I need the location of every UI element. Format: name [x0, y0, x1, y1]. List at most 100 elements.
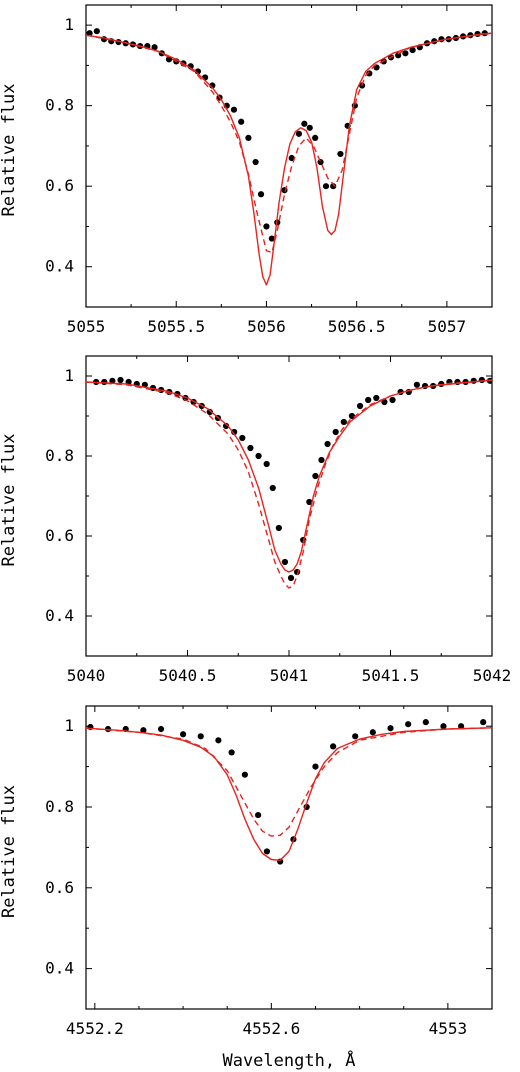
- x-tick-label: 5057: [428, 317, 467, 336]
- data-point: [287, 574, 295, 582]
- data-point: [263, 460, 270, 468]
- plot-frame: [85, 355, 493, 657]
- data-point: [395, 52, 402, 59]
- data-point: [369, 729, 376, 736]
- model-dashed-line: [86, 379, 492, 589]
- x-tick-label: 5055.5: [147, 317, 205, 336]
- data-point: [247, 444, 254, 452]
- data-point: [337, 150, 344, 158]
- data-point: [179, 731, 187, 738]
- data-point: [366, 70, 373, 77]
- x-tick-label: 5040: [67, 666, 106, 685]
- y-tick-label: 1: [64, 366, 74, 385]
- data-point: [86, 30, 93, 37]
- y-axis-title: Relative flux: [0, 83, 19, 216]
- x-tick-label: 4552.6: [242, 1019, 300, 1038]
- y-axis-title: Relative flux: [0, 785, 19, 918]
- data-point: [387, 725, 394, 732]
- data-point: [288, 154, 295, 162]
- y-tick-label: 0.8: [45, 797, 74, 816]
- data-point: [348, 412, 356, 420]
- observed-points: [93, 376, 492, 582]
- y-tick-label: 1: [64, 15, 74, 34]
- data-point: [257, 191, 265, 198]
- data-point: [268, 235, 275, 242]
- data-point: [312, 134, 319, 141]
- data-point: [402, 50, 409, 57]
- data-point: [330, 183, 337, 190]
- data-point: [117, 376, 124, 384]
- observed-points: [86, 28, 488, 242]
- data-point: [317, 158, 324, 166]
- model-dashed-line: [86, 727, 492, 837]
- data-point: [330, 743, 337, 750]
- data-point: [356, 402, 364, 410]
- data-point: [306, 498, 313, 506]
- y-tick-label: 0.6: [45, 176, 74, 195]
- panel-1: 0.4 0.6 0.8 1 5055 5055.5 5056 5056.5 5057 Relati…: [0, 4, 493, 336]
- y-tick-label: 0.6: [45, 526, 74, 545]
- data-point: [239, 434, 246, 442]
- model-dashed-line: [86, 32, 492, 254]
- data-point: [352, 733, 359, 740]
- model-solid-line: [86, 727, 492, 861]
- model-solid-line: [86, 32, 492, 286]
- y-axis-title: Relative flux: [0, 433, 19, 566]
- x-tick-label: 5056: [247, 317, 286, 336]
- data-point: [373, 394, 380, 402]
- data-point: [215, 737, 222, 744]
- observed-points: [87, 719, 487, 865]
- data-point: [332, 428, 339, 436]
- model-solid-line: [86, 379, 492, 573]
- data-point: [340, 418, 347, 426]
- x-tick-label: 4553: [429, 1019, 468, 1038]
- data-point: [322, 183, 330, 190]
- plot-frame: [85, 4, 493, 308]
- data-point: [241, 771, 248, 778]
- data-point: [480, 719, 487, 726]
- y-tick-label: 0.4: [45, 257, 74, 276]
- data-point: [109, 377, 116, 384]
- data-point: [458, 723, 465, 730]
- data-point: [306, 124, 313, 131]
- data-point: [222, 422, 230, 430]
- y-tick-label: 0.4: [45, 606, 74, 625]
- data-point: [389, 396, 396, 404]
- data-point: [281, 558, 289, 566]
- y-tick-label: 1: [64, 716, 74, 735]
- data-point: [165, 56, 173, 63]
- data-point: [275, 524, 282, 532]
- data-point: [269, 484, 276, 492]
- data-point: [209, 82, 216, 89]
- data-point: [228, 749, 235, 756]
- plot-frame: [85, 705, 493, 1010]
- data-point: [405, 721, 412, 728]
- data-point: [312, 472, 319, 480]
- data-point: [101, 378, 108, 386]
- data-point: [151, 44, 158, 51]
- x-axis-title: Wavelength, Å: [222, 1049, 355, 1071]
- data-point: [93, 28, 100, 35]
- data-point: [263, 223, 270, 230]
- data-point: [312, 763, 319, 770]
- data-point: [245, 134, 252, 141]
- data-point: [301, 120, 308, 127]
- x-tick-label: 5055: [67, 317, 106, 336]
- data-point: [365, 396, 372, 404]
- panel-3: 0.4 0.6 0.8 1 4552.2 4552.6 4553 Relative flux: [0, 705, 493, 1038]
- data-point: [422, 719, 429, 726]
- data-point: [230, 106, 238, 113]
- data-point: [197, 733, 204, 740]
- x-tick-label: 5040.5: [159, 666, 217, 685]
- data-point: [255, 811, 262, 819]
- data-point: [478, 376, 485, 384]
- data-point: [324, 440, 331, 448]
- y-tick-label: 0.4: [45, 959, 74, 978]
- data-point: [252, 158, 259, 166]
- x-tick-label: 4552.2: [66, 1019, 124, 1038]
- x-tick-label: 5041: [270, 666, 309, 685]
- data-point: [440, 723, 447, 730]
- y-tick-label: 0.8: [45, 446, 74, 465]
- data-point: [140, 727, 147, 734]
